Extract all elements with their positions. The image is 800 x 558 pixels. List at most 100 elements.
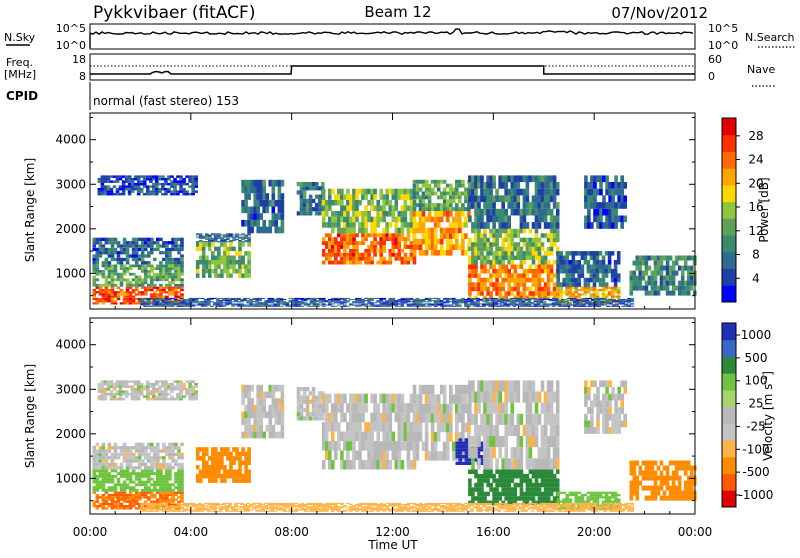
heatmap-cell <box>205 233 209 234</box>
heatmap-cell <box>264 302 268 303</box>
heatmap-cell <box>446 306 450 307</box>
heatmap-cell <box>214 233 218 234</box>
heatmap-cell <box>120 475 124 478</box>
heatmap-cell <box>410 217 414 223</box>
heatmap-cell <box>349 257 353 261</box>
heatmap-cell <box>179 183 183 186</box>
heatmap-cell <box>155 190 159 193</box>
heatmap-cell <box>108 481 112 484</box>
heatmap-cell <box>446 305 450 306</box>
heatmap-cell <box>144 453 148 456</box>
heatmap-cell <box>249 302 253 303</box>
heatmap-cell <box>519 298 523 299</box>
heatmap-cell <box>385 301 389 302</box>
heatmap-cell <box>171 298 175 299</box>
heatmap-cell <box>476 305 480 306</box>
heatmap-cell <box>617 291 621 293</box>
heatmap-cell <box>140 390 144 393</box>
heatmap-cell <box>275 180 279 187</box>
heatmap-cell <box>102 273 106 276</box>
heatmap-cell <box>603 298 607 299</box>
heatmap-cell <box>639 261 643 266</box>
heatmap-cell <box>168 293 172 295</box>
heatmap-cell <box>392 249 396 253</box>
heatmap-cell <box>202 236 206 237</box>
heatmap-cell <box>114 302 118 304</box>
heatmap-cell <box>346 245 350 249</box>
heatmap-cell <box>131 188 135 191</box>
heatmap-cell <box>108 284 112 287</box>
heatmap-cell <box>349 253 353 257</box>
noise-right-tick-bottom: 10^0 <box>708 39 738 52</box>
heatmap-cell <box>177 291 181 293</box>
heatmap-cell <box>120 258 124 261</box>
heatmap-cell <box>602 291 606 293</box>
heatmap-cell <box>225 305 229 306</box>
heatmap-cell <box>410 306 414 307</box>
heatmap-cell <box>440 244 444 250</box>
heatmap-cell <box>247 392 251 399</box>
heatmap-cell <box>202 238 206 239</box>
heatmap-cell <box>590 265 594 270</box>
heatmap-cell <box>476 302 480 303</box>
heatmap-cell <box>132 481 136 484</box>
heatmap-cell <box>300 416 304 420</box>
heatmap-cell <box>238 238 242 239</box>
heatmap-cell <box>328 194 332 200</box>
heatmap-cell <box>214 452 218 457</box>
heatmap-cell <box>252 306 256 307</box>
heatmap-cell <box>455 233 459 239</box>
heatmap-cell <box>507 256 511 261</box>
heatmap-cell <box>96 284 100 287</box>
heatmap-cell <box>216 301 220 302</box>
heatmap-cell <box>446 192 450 196</box>
heatmap-cell <box>470 305 474 306</box>
nave-tick-top: 60 <box>708 53 722 66</box>
heatmap-cell <box>281 213 285 220</box>
heatmap-cell <box>395 222 399 228</box>
heatmap-cell <box>434 192 438 196</box>
heatmap-cell <box>132 453 136 456</box>
heatmap-cell <box>105 459 109 462</box>
heatmap-cell <box>541 269 545 274</box>
heatmap-cell <box>185 190 189 193</box>
heatmap-cell <box>572 293 576 295</box>
heatmap-cell <box>214 447 218 452</box>
heatmap-cell <box>468 238 472 243</box>
heatmap-cell <box>458 228 462 234</box>
heatmap-cell <box>277 299 281 300</box>
heatmap-cell <box>355 233 359 237</box>
heatmap-cell <box>153 258 157 261</box>
heatmap-cell <box>522 298 526 299</box>
heatmap-cell <box>500 298 504 299</box>
heatmap-cell <box>325 305 329 306</box>
heatmap-cell <box>471 282 475 287</box>
heatmap-cell <box>131 388 135 391</box>
heatmap-cell <box>325 200 329 206</box>
heatmap-cell <box>599 189 603 196</box>
heatmap-cell <box>247 260 251 265</box>
colorbar-swatch <box>722 252 736 269</box>
heatmap-cell <box>579 299 583 300</box>
heatmap-cell <box>614 209 618 216</box>
heatmap-cell <box>553 291 557 296</box>
heatmap-cell <box>322 217 326 223</box>
heatmap-cell <box>379 300 383 301</box>
heatmap-cell <box>389 261 393 265</box>
heatmap-cell <box>117 501 121 503</box>
heatmap-cell <box>262 207 266 214</box>
heatmap-cell <box>428 199 432 203</box>
heatmap-cell <box>226 456 230 461</box>
heatmap-cell <box>373 189 377 195</box>
heatmap-cell <box>547 287 551 292</box>
heatmap-cell <box>196 269 200 274</box>
heatmap-cell <box>410 245 414 249</box>
heatmap-cell <box>382 298 386 299</box>
heatmap-cell <box>180 475 184 478</box>
heatmap-cell <box>556 233 560 238</box>
heatmap-cell <box>373 194 377 200</box>
heatmap-cell <box>584 175 588 182</box>
heatmap-cell <box>202 474 206 479</box>
heatmap-cell <box>202 241 206 242</box>
